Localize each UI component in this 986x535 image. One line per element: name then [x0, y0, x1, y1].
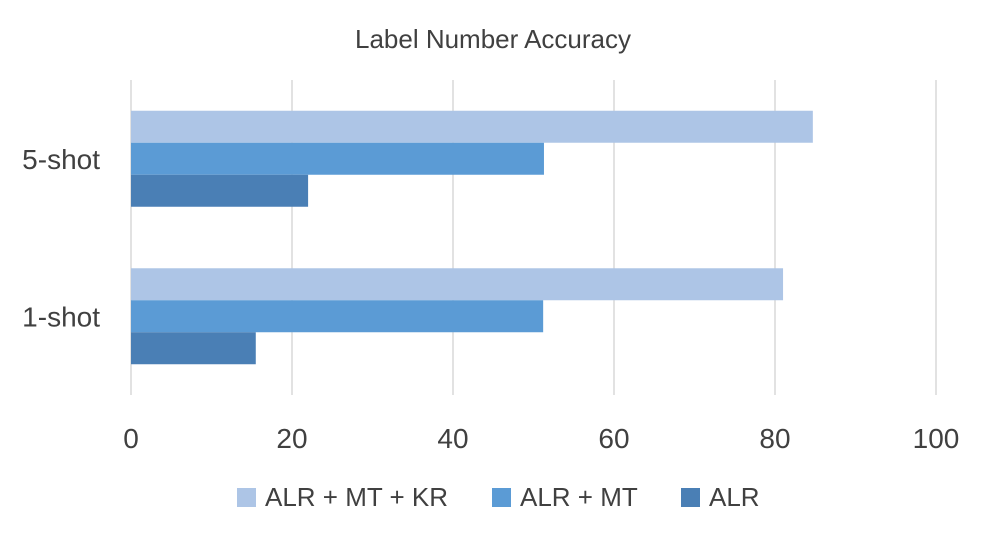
legend-swatch — [237, 488, 256, 507]
chart-title: Label Number Accuracy — [355, 24, 631, 54]
legend-label: ALR + MT — [520, 482, 638, 512]
bar — [131, 300, 544, 333]
bar — [131, 110, 813, 143]
legend-label: ALR — [709, 482, 760, 512]
bar — [131, 268, 784, 301]
x-tick-label: 100 — [913, 423, 960, 454]
x-tick-label: 60 — [598, 423, 629, 454]
x-tick-labels: 0 20 40 60 80 100 — [123, 423, 959, 454]
bar — [131, 332, 256, 365]
category-labels: 1-shot 5-shot — [22, 144, 100, 333]
legend: ALR + MT + KR ALR + MT ALR — [237, 482, 760, 512]
x-tick-label: 80 — [759, 423, 790, 454]
x-tick-label: 20 — [276, 423, 307, 454]
legend-swatch — [492, 488, 511, 507]
x-tick-label: 0 — [123, 423, 139, 454]
bar — [131, 142, 544, 175]
legend-swatch — [681, 488, 700, 507]
bar — [131, 174, 309, 207]
bars — [131, 110, 813, 365]
legend-label: ALR + MT + KR — [265, 482, 448, 512]
x-tick-label: 40 — [437, 423, 468, 454]
category-label: 5-shot — [22, 144, 100, 175]
category-label: 1-shot — [22, 301, 100, 332]
